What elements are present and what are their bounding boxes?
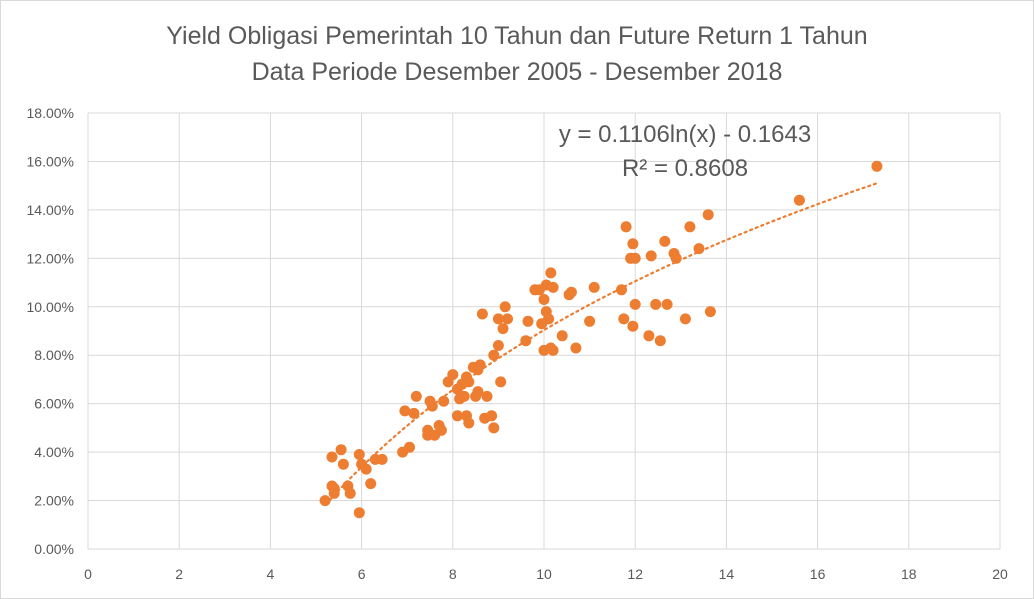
x-tick-label: 4 bbox=[267, 566, 275, 582]
data-point bbox=[365, 478, 377, 490]
data-point bbox=[488, 349, 500, 361]
y-tick-label: 16.00% bbox=[27, 153, 74, 169]
data-point bbox=[547, 281, 559, 293]
data-point bbox=[627, 238, 639, 250]
trendline-equation: y = 0.1106ln(x) - 0.1643 bbox=[558, 121, 812, 148]
data-point bbox=[565, 286, 577, 298]
data-point bbox=[463, 376, 475, 388]
x-tick-label: 12 bbox=[627, 566, 643, 582]
x-tick-label: 0 bbox=[84, 566, 92, 582]
data-point bbox=[458, 390, 470, 402]
y-tick-label: 14.00% bbox=[27, 202, 74, 218]
data-point bbox=[871, 160, 883, 172]
x-tick-label: 20 bbox=[992, 566, 1008, 582]
data-point bbox=[545, 267, 557, 279]
data-point bbox=[497, 323, 509, 335]
data-point bbox=[319, 495, 331, 507]
data-point bbox=[627, 320, 639, 332]
data-point bbox=[543, 313, 555, 325]
chart-title: Yield Obligasi Pemerintah 10 Tahun dan F… bbox=[166, 22, 868, 50]
x-tick-label: 6 bbox=[358, 566, 366, 582]
data-point bbox=[670, 252, 682, 264]
data-point bbox=[495, 376, 507, 388]
data-point bbox=[492, 340, 504, 351]
data-point bbox=[650, 298, 662, 310]
data-point bbox=[629, 298, 641, 310]
chart-title-block: Yield Obligasi Pemerintah 10 Tahun dan F… bbox=[0, 18, 1034, 90]
data-point bbox=[616, 284, 627, 296]
data-point bbox=[693, 243, 705, 255]
data-point bbox=[584, 315, 596, 327]
data-point bbox=[451, 410, 463, 422]
data-point bbox=[486, 410, 498, 422]
data-point bbox=[654, 335, 666, 347]
x-tick-label: 10 bbox=[536, 566, 552, 582]
data-point bbox=[326, 451, 338, 463]
data-point bbox=[645, 250, 657, 262]
data-point bbox=[426, 400, 438, 412]
data-point bbox=[643, 330, 655, 342]
y-tick-label: 0.00% bbox=[34, 541, 74, 557]
data-point bbox=[679, 313, 691, 325]
data-point bbox=[547, 344, 559, 356]
y-tick-label: 18.00% bbox=[27, 105, 74, 121]
data-point bbox=[337, 458, 349, 470]
y-tick-label: 12.00% bbox=[27, 250, 74, 266]
data-point bbox=[344, 487, 356, 499]
data-point bbox=[328, 487, 340, 499]
data-point bbox=[620, 221, 632, 233]
data-point bbox=[438, 395, 450, 407]
data-point bbox=[435, 424, 447, 436]
y-tick-label: 10.00% bbox=[27, 299, 74, 315]
x-tick-label: 16 bbox=[810, 566, 826, 582]
data-point bbox=[481, 390, 493, 402]
y-tick-label: 4.00% bbox=[34, 444, 74, 460]
y-tick-label: 2.00% bbox=[34, 493, 74, 509]
data-point bbox=[335, 444, 347, 456]
data-point bbox=[661, 298, 673, 310]
data-point bbox=[502, 313, 513, 325]
data-point bbox=[353, 507, 365, 519]
data-point bbox=[499, 301, 511, 313]
y-tick-label: 8.00% bbox=[34, 347, 74, 363]
data-point bbox=[659, 235, 671, 247]
x-tick-label: 18 bbox=[901, 566, 917, 582]
data-point bbox=[618, 313, 630, 325]
data-point bbox=[410, 390, 422, 402]
data-point bbox=[702, 209, 714, 221]
data-point bbox=[556, 330, 568, 342]
data-point bbox=[684, 221, 696, 233]
data-point bbox=[522, 315, 534, 327]
data-point bbox=[472, 386, 484, 398]
data-point bbox=[474, 359, 486, 371]
x-tick-label: 14 bbox=[719, 566, 735, 582]
data-point bbox=[492, 313, 504, 325]
y-tick-label: 6.00% bbox=[34, 396, 74, 412]
trendline-equation-block: y = 0.1106ln(x) - 0.1643 R² = 0.8608 bbox=[520, 118, 850, 186]
trendline bbox=[328, 182, 878, 502]
chart-subtitle: Data Periode Desember 2005 - Desember 20… bbox=[251, 58, 783, 86]
data-point bbox=[588, 281, 600, 293]
data-point bbox=[520, 335, 532, 347]
data-point bbox=[447, 369, 459, 381]
data-point bbox=[538, 294, 550, 305]
data-point bbox=[629, 252, 641, 264]
data-point bbox=[704, 306, 716, 318]
x-tick-label: 8 bbox=[449, 566, 457, 582]
data-point bbox=[570, 342, 582, 354]
data-point bbox=[404, 441, 415, 453]
x-tick-label: 2 bbox=[175, 566, 183, 582]
data-point bbox=[353, 449, 365, 460]
data-point bbox=[488, 422, 500, 434]
trendline-r-squared: R² = 0.8608 bbox=[621, 155, 749, 182]
data-point bbox=[793, 194, 805, 206]
data-point bbox=[476, 308, 488, 320]
data-point bbox=[408, 407, 420, 419]
data-point bbox=[376, 453, 388, 465]
data-point bbox=[399, 405, 411, 417]
data-point bbox=[463, 417, 475, 429]
data-point bbox=[360, 463, 372, 475]
